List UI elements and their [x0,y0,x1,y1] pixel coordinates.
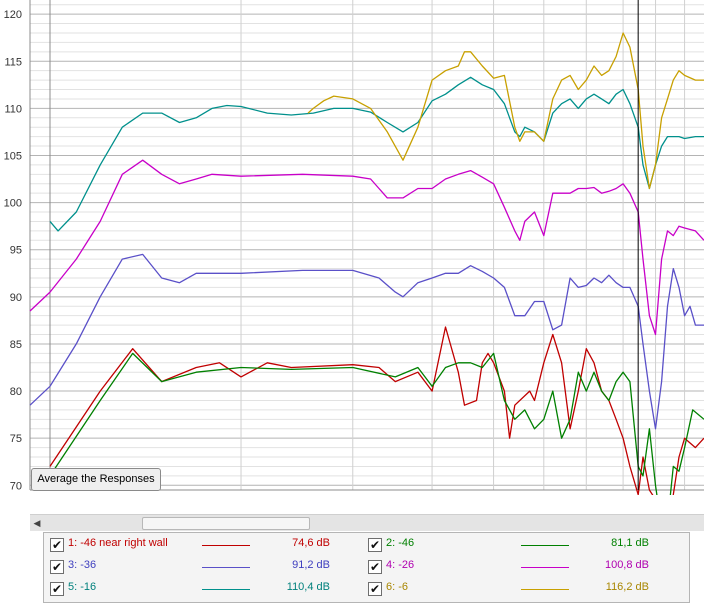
series-6-line [307,32,704,190]
series-4-label: 4: -26 [386,559,415,571]
series-2-checkbox[interactable]: ✔ [368,538,382,552]
series-3-swatch [202,567,250,568]
y-tick-label: 90 [10,292,22,304]
legend-row-4: ✔ 4: -26 100,8 dB [366,558,686,578]
series-5-value: 110,4 dB [286,581,330,593]
y-tick-label: 80 [10,386,22,398]
series-6-swatch [521,589,569,590]
legend-row-6: ✔ 6: -6 116,2 dB [366,580,686,600]
y-tick-label: 75 [10,433,22,445]
tick-labels: 7075808590951001051101151209,31020304050… [4,9,22,492]
series-layer [29,32,704,495]
y-tick-label: 105 [4,150,22,162]
scroll-thumb[interactable] [142,517,310,530]
legend-row-2: ✔ 2: -46 81,1 dB [366,536,686,556]
grid-lines [29,0,704,491]
horizontal-scrollbar[interactable]: ◀ [30,514,704,531]
series-6-checkbox[interactable]: ✔ [368,582,382,596]
frequency-response-plot: 7075808590951001051101151209,31020304050… [4,0,704,495]
series-3-line [29,253,704,430]
legend-row-1: ✔ 1: -46 near right wall 74,6 dB [44,536,364,556]
legend-row-5: ✔ 5: -16 110,4 dB [44,580,364,600]
series-4-swatch [521,567,569,568]
series-2-line [49,352,704,495]
y-tick-label: 85 [10,339,22,351]
series-2-swatch [521,545,569,546]
y-tick-label: 70 [10,480,22,492]
series-1-swatch [202,545,250,546]
series-5-label: 5: -16 [68,581,97,593]
legend: ✔ 1: -46 near right wall 74,6 dB ✔ 3: -3… [43,532,690,603]
y-tick-label: 95 [10,245,22,257]
y-tick-label: 100 [4,198,22,210]
y-tick-label: 115 [4,56,22,68]
series-1-label: 1: -46 near right wall [68,537,168,549]
series-3-label: 3: -36 [68,559,97,571]
series-2-value: 81,1 dB [611,537,649,549]
series-4-value: 100,8 dB [604,559,649,571]
series-2-label: 2: -46 [386,537,415,549]
series-3-checkbox[interactable]: ✔ [50,560,64,574]
series-6-label: 6: -6 [386,581,409,593]
series-4-line [29,159,704,336]
series-5-line [49,76,704,232]
legend-row-3: ✔ 3: -36 91,2 dB [44,558,364,578]
series-5-swatch [202,589,250,590]
series-6-value: 116,2 dB [605,581,649,593]
series-4-checkbox[interactable]: ✔ [368,560,382,574]
y-tick-label: 110 [4,103,22,115]
series-3-value: 91,2 dB [292,559,330,571]
series-1-value: 74,6 dB [292,537,330,549]
y-tick-label: 120 [4,9,22,21]
series-1-line [49,326,704,495]
average-responses-button[interactable]: Average the Responses [31,468,161,491]
series-1-checkbox[interactable]: ✔ [50,538,64,552]
series-5-checkbox[interactable]: ✔ [50,582,64,596]
scroll-left-arrow-icon[interactable]: ◀ [33,518,41,528]
